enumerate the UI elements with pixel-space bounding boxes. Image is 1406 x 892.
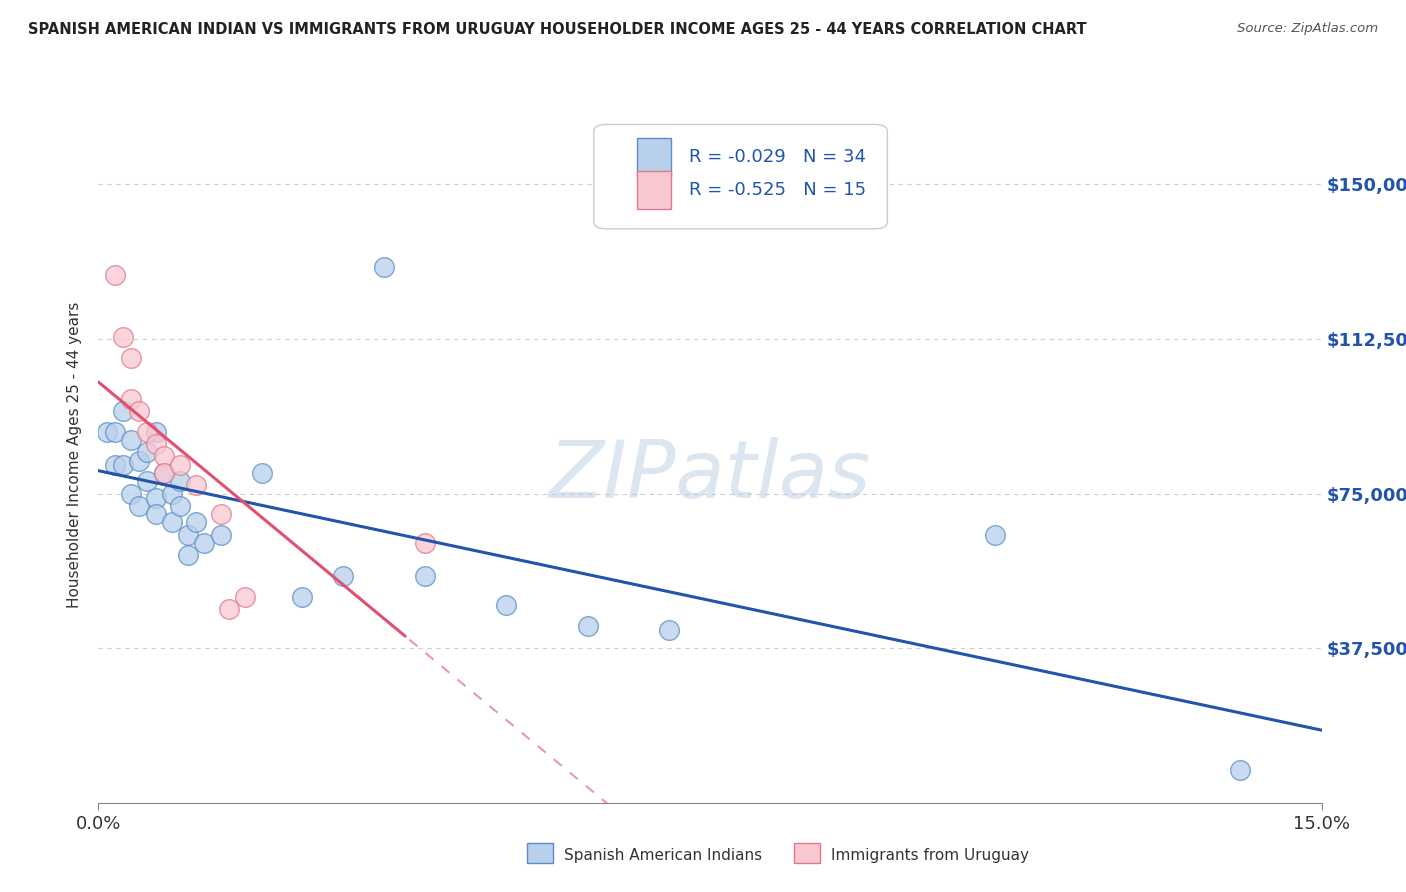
Point: [111, 458, 134, 472]
Text: R = -0.029   N = 34: R = -0.029 N = 34: [689, 148, 866, 167]
Point: [177, 528, 200, 542]
Point: [128, 453, 150, 467]
Point: [120, 433, 142, 447]
Point: [658, 623, 681, 637]
Point: [250, 466, 273, 480]
Point: [291, 590, 314, 604]
Point: [128, 499, 150, 513]
FancyBboxPatch shape: [637, 171, 671, 210]
FancyBboxPatch shape: [593, 124, 887, 229]
Point: [104, 458, 127, 472]
Point: [136, 445, 159, 459]
Point: [160, 516, 183, 530]
Point: [128, 404, 150, 418]
Point: [152, 466, 174, 480]
Point: [111, 404, 134, 418]
Point: [332, 569, 354, 583]
Text: Spanish American Indians: Spanish American Indians: [564, 848, 762, 863]
FancyBboxPatch shape: [637, 138, 671, 177]
Point: [413, 569, 436, 583]
Y-axis label: Householder Income Ages 25 - 44 years: Householder Income Ages 25 - 44 years: [67, 301, 83, 608]
Point: [152, 450, 174, 464]
Point: [169, 474, 191, 488]
Point: [111, 330, 134, 344]
Point: [152, 466, 174, 480]
Point: [120, 392, 142, 406]
Point: [373, 260, 395, 274]
Point: [96, 425, 118, 439]
Point: [120, 486, 142, 500]
Point: [209, 507, 232, 521]
Point: [145, 491, 167, 505]
Point: [186, 516, 208, 530]
Point: [136, 474, 159, 488]
Point: [104, 268, 127, 282]
Point: [193, 536, 215, 550]
Point: [160, 486, 183, 500]
Text: Source: ZipAtlas.com: Source: ZipAtlas.com: [1237, 22, 1378, 36]
Point: [1229, 763, 1251, 777]
Point: [984, 528, 1007, 542]
Point: [209, 528, 232, 542]
Point: [413, 536, 436, 550]
Point: [136, 425, 159, 439]
Text: SPANISH AMERICAN INDIAN VS IMMIGRANTS FROM URUGUAY HOUSEHOLDER INCOME AGES 25 - : SPANISH AMERICAN INDIAN VS IMMIGRANTS FR…: [28, 22, 1087, 37]
Text: R = -0.525   N = 15: R = -0.525 N = 15: [689, 181, 866, 199]
Text: ZIPatlas: ZIPatlas: [548, 437, 872, 515]
Point: [169, 458, 191, 472]
Point: [120, 351, 142, 365]
Point: [233, 590, 256, 604]
Point: [145, 507, 167, 521]
Point: [186, 478, 208, 492]
Point: [495, 598, 517, 612]
Point: [104, 425, 127, 439]
Point: [218, 602, 240, 616]
Point: [145, 425, 167, 439]
Point: [576, 618, 599, 632]
Point: [169, 499, 191, 513]
Point: [177, 549, 200, 563]
Point: [145, 437, 167, 451]
Text: Immigrants from Uruguay: Immigrants from Uruguay: [831, 848, 1029, 863]
